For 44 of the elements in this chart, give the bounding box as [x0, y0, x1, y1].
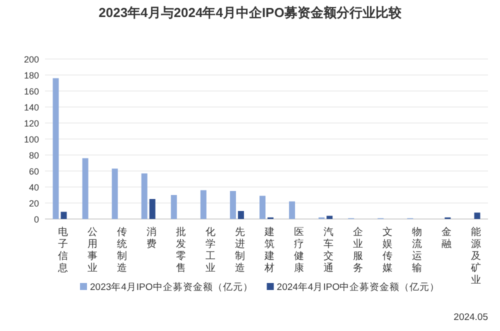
bar: [260, 196, 266, 219]
legend-label: 2024年4月IPO中企募资金额（亿元）: [276, 281, 440, 293]
bar: [289, 201, 296, 219]
x-tick-label: 传统制造: [116, 227, 127, 274]
y-tick-label: 60: [28, 166, 39, 176]
y-tick-label: 180: [24, 70, 39, 80]
x-tick-label: 批发零售: [176, 226, 186, 274]
bar: [52, 78, 59, 219]
y-tick-label: 20: [28, 198, 39, 208]
x-tick-label: 企业服务: [353, 226, 364, 274]
x-tick-label: 汽车交通: [324, 226, 334, 274]
y-tick-label: 40: [28, 182, 39, 192]
y-tick-label: 80: [28, 150, 39, 160]
bar: [60, 212, 67, 219]
bar: [82, 158, 88, 219]
y-tick-label: 120: [24, 118, 39, 128]
x-tick-label: 公用事业: [87, 226, 98, 274]
bar: [230, 191, 236, 219]
x-tick-label: 物流运输: [412, 227, 422, 274]
bar: [170, 195, 177, 219]
x-tick-label: 先进制造: [234, 226, 245, 274]
y-tick-label: 140: [24, 102, 39, 112]
bar: [474, 212, 480, 219]
text: 2024.05: [454, 312, 488, 323]
x-tick-label: 电子信息: [56, 226, 68, 274]
x-tick-label: 化学工业: [205, 226, 216, 274]
bar: [326, 216, 333, 219]
bar: [200, 190, 206, 219]
chart-title: 2023年4月与2024年4月中企IPO募资金额分行业比较: [98, 5, 402, 20]
y-tick-label: 160: [24, 86, 39, 96]
x-tick-label: 消费: [146, 226, 156, 250]
y-tick-label: 200: [24, 54, 39, 64]
bar: [238, 211, 244, 219]
bar: [112, 168, 118, 219]
x-tick-label: 建筑建材: [264, 226, 274, 274]
y-tick-label: 100: [24, 134, 39, 144]
x-tick-label: 文娱传媒: [382, 226, 393, 274]
x-tick-label: 医疗健康: [294, 227, 304, 274]
bar: [149, 199, 156, 219]
x-tick-label: 能源及矿业: [470, 226, 482, 286]
legend-label: 2023年4月IPO中企募资金额（亿元）: [90, 281, 253, 293]
bar: [141, 173, 148, 219]
y-tick-label: 0: [34, 214, 39, 224]
x-tick-label: 金融: [442, 226, 452, 250]
